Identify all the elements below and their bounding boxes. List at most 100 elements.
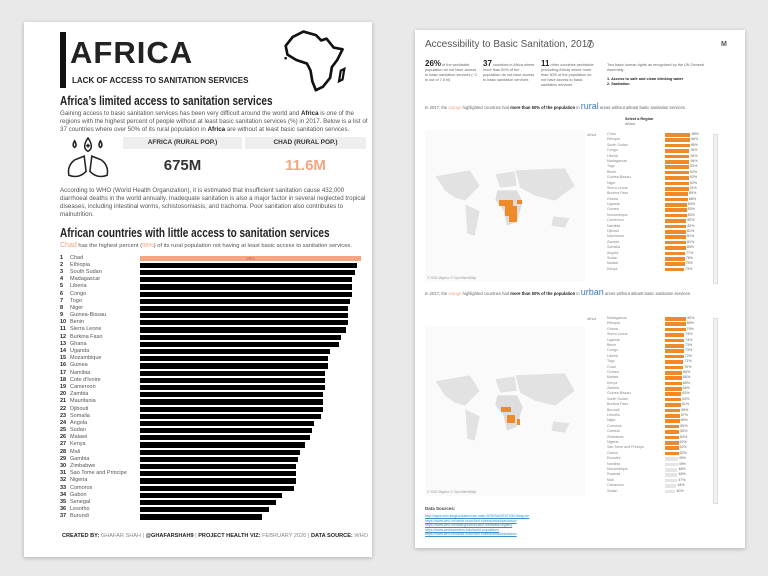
list-item[interactable]: Guinea 66% [587, 370, 711, 375]
list-item[interactable]: Malawi 75% [587, 261, 711, 266]
data-source-link[interactable]: https://www.who.int/news-room/fact-sheet… [425, 532, 517, 537]
list-item[interactable]: Ghana 88% [587, 197, 711, 202]
bar[interactable] [140, 399, 324, 405]
bar[interactable] [140, 464, 296, 470]
list-item[interactable]: Liberia 72% [587, 354, 711, 359]
bar[interactable] [140, 449, 301, 455]
list-item[interactable]: Benin 73% [587, 343, 711, 348]
list-item[interactable]: Mozambique 83% [587, 213, 711, 218]
list-item[interactable]: Uganda 84% [587, 202, 711, 207]
export-icon[interactable]: M [721, 41, 727, 48]
data-source-link[interactable]: https://www.worldometers.info/world-popu… [425, 527, 500, 532]
list-item[interactable]: Cameroon 44% [587, 483, 711, 488]
list-item[interactable]: Zimbabwe 54% [587, 435, 711, 440]
bar[interactable] [140, 298, 351, 304]
bar[interactable] [140, 356, 328, 362]
list-item[interactable]: South Sudan 63% [587, 397, 711, 402]
list-item[interactable]: Mali 47% [587, 478, 711, 483]
list-item[interactable]: Madagascar 94% [587, 159, 711, 164]
list-item[interactable]: Nigeria 52% [587, 440, 711, 445]
bar[interactable] [140, 277, 353, 283]
list-item[interactable]: Burkina Faso 61% [587, 402, 711, 407]
list-item[interactable]: Sudan 40% [587, 489, 711, 494]
bar[interactable] [140, 320, 348, 326]
list-item[interactable]: Liberia 94% [587, 154, 711, 159]
list-item[interactable]: Togo 93% [587, 164, 711, 169]
list-item[interactable]: Burkina Faso 89% [587, 191, 711, 196]
bar[interactable] [140, 349, 330, 355]
data-source-link[interactable]: https://www.who.int/data/gho/indicator-m… [425, 523, 513, 528]
list-item[interactable]: Mauritania 81% [587, 234, 711, 240]
list-item[interactable]: Chad 98% [587, 132, 711, 137]
bar[interactable] [140, 428, 312, 434]
bar[interactable] [140, 370, 326, 376]
data-source-link[interactable]: https://www.who.int/news-room/fact-sheet… [425, 518, 517, 523]
bar[interactable] [140, 377, 326, 383]
bar[interactable] [140, 456, 299, 463]
bar[interactable] [140, 284, 353, 290]
list-item[interactable]: Chad 70% [587, 365, 711, 370]
list-item[interactable]: Sierra Leone 74% [587, 332, 711, 337]
list-item[interactable]: Sao Tome and Principe 52% [587, 445, 711, 450]
bar[interactable] [140, 334, 342, 340]
bar[interactable] [140, 384, 326, 391]
list-item[interactable]: Mozambique 48% [587, 467, 711, 472]
bar[interactable] [140, 435, 310, 441]
list-item[interactable]: Somalia 80% [587, 245, 711, 250]
list-item[interactable]: Cameroon 82% [587, 218, 711, 223]
list-item[interactable]: Djibouti 81% [587, 229, 711, 234]
list-item[interactable]: Namibia 82% [587, 224, 711, 229]
list-item[interactable]: Congo 73% [587, 348, 711, 353]
bar[interactable] [140, 262, 357, 268]
bar[interactable] [140, 478, 296, 484]
rural-list-scrollbar[interactable] [713, 134, 718, 284]
bar[interactable] [140, 413, 321, 419]
list-item[interactable]: Sudan 76% [587, 256, 711, 261]
rural-world-map[interactable]: © 2020 Mapbox © OpenStreetMap [425, 130, 585, 282]
list-item[interactable]: Sierra Leone 91% [587, 186, 711, 191]
list-item[interactable]: Togo 71% [587, 359, 711, 364]
bar[interactable] [140, 291, 353, 297]
list-item[interactable]: Namibia 49% [587, 462, 711, 467]
list-item[interactable]: Guinea-Bissau 63% [587, 391, 711, 397]
list-item[interactable]: Burundi 58% [587, 408, 711, 413]
bar[interactable] [140, 442, 305, 448]
bar[interactable] [140, 327, 346, 333]
select-region-dropdown[interactable]: Select a Region Africa [625, 117, 654, 126]
urban-list-scrollbar[interactable] [713, 318, 718, 504]
bar[interactable] [140, 341, 339, 348]
bar[interactable] [140, 471, 296, 477]
bar[interactable] [140, 420, 315, 427]
list-item[interactable]: Lesotho 57% [587, 413, 711, 418]
list-item[interactable]: Niger 56% [587, 418, 711, 424]
list-item[interactable]: Benin 92% [587, 170, 711, 175]
list-item[interactable]: Ethiopia 96% [587, 137, 711, 142]
list-item[interactable]: Guinea 83% [587, 207, 711, 213]
bar[interactable] [140, 499, 276, 506]
bar[interactable] [140, 363, 328, 369]
bar[interactable] [140, 313, 348, 319]
list-item[interactable]: Gambia 55% [587, 429, 711, 434]
list-item[interactable]: Comoros 55% [587, 424, 711, 429]
bar[interactable] [140, 492, 283, 498]
list-item[interactable]: Angola 77% [587, 251, 711, 256]
info-icon[interactable]: i [587, 41, 594, 48]
list-item[interactable]: Ethiopia 80% [587, 321, 711, 326]
list-item[interactable]: Congo 94% [587, 148, 711, 153]
list-item[interactable]: Eswatini 49% [587, 456, 711, 461]
bar[interactable] [140, 305, 348, 312]
list-item[interactable]: South Sudan 95% [587, 143, 711, 148]
bar[interactable] [140, 392, 324, 398]
bar[interactable] [140, 406, 324, 412]
list-item[interactable]: Niger 92% [587, 181, 711, 186]
data-source-link[interactable]: http://apps.who.int/gho/data/node.main.W… [425, 514, 530, 518]
list-item[interactable]: Guinea-Bissau 92% [587, 175, 711, 180]
bar[interactable] [140, 485, 294, 491]
list-item[interactable]: Ghana 79% [587, 327, 711, 332]
bar[interactable] [140, 269, 355, 276]
list-item[interactable]: Kenya 73% [587, 267, 711, 272]
bar[interactable] [140, 507, 269, 513]
list-item[interactable]: Rwanda 48% [587, 472, 711, 477]
list-item[interactable]: Zambia 81% [587, 240, 711, 245]
urban-world-map[interactable]: © 2020 Mapbox © OpenStreetMap [425, 326, 585, 496]
